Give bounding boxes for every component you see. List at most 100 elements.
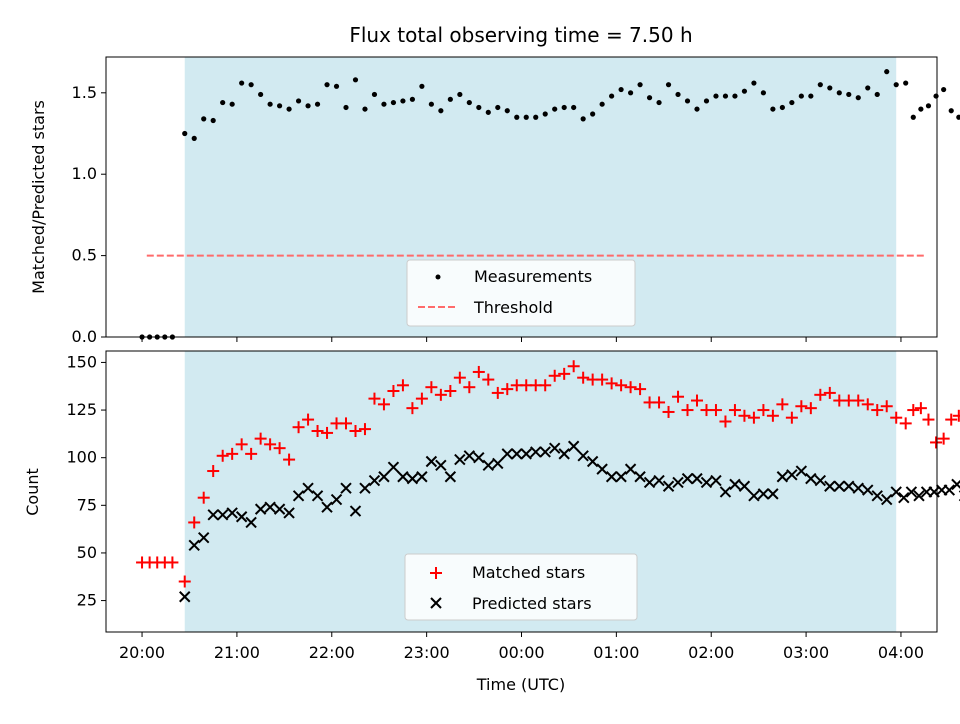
measurement-point [911,115,916,120]
measurement-point [637,82,642,87]
predicted-star-point [952,479,960,489]
measurement-point [211,118,216,123]
x-tick-label: 00:00 [498,643,544,662]
measurement-point [324,82,329,87]
measurement-point [315,102,320,107]
measurement-point [600,102,605,107]
measurement-point [742,89,747,94]
measurement-point [941,87,946,92]
top-y-ticks: 0.0 0.5 1.0 1.5 [72,83,106,346]
measurement-point [353,77,358,82]
x-tick-label: 20:00 [119,643,165,662]
measurement-point [590,111,595,116]
measurement-point [438,108,443,113]
legend-measurements-label: Measurements [474,267,592,286]
measurement-point [305,103,310,108]
measurement-point [933,93,938,98]
measurement-point [884,69,889,74]
measurement-point [723,93,728,98]
top-y-tick-label: 1.0 [72,164,97,183]
x-tick-label: 23:00 [404,643,450,662]
top-y-tick-label: 0.0 [72,327,97,346]
measurement-point [656,100,661,105]
measurement-point [808,93,813,98]
measurement-point [277,103,282,108]
measurement-point [647,95,652,100]
x-tick-label: 02:00 [688,643,734,662]
measurement-point [362,106,367,111]
measurement-point [429,102,434,107]
measurement-point [410,97,415,102]
measurement-point [230,102,235,107]
top-legend: Measurements Threshold [407,260,635,326]
measurement-point [372,92,377,97]
legend-measurements-marker [436,275,441,280]
x-tick-label: 21:00 [214,643,260,662]
top-y-tick-label: 0.5 [72,246,97,265]
measurement-point [666,82,671,87]
measurement-point [467,100,472,105]
measurement-point [846,92,851,97]
bottom-y-tick-label: 100 [66,448,97,467]
measurement-point [827,85,832,90]
measurement-point [562,105,567,110]
measurement-point [799,93,804,98]
measurement-point [296,98,301,103]
measurement-point [571,105,576,110]
measurement-point [770,106,775,111]
measurement-point [713,93,718,98]
chart-title: Flux total observing time = 7.50 h [349,23,692,47]
measurement-point [581,116,586,121]
measurement-point [918,106,923,111]
measurement-point [249,82,254,87]
measurement-point [419,84,424,89]
bottom-y-tick-label: 75 [77,495,97,514]
measurement-point [486,110,491,115]
measurement-point [448,97,453,102]
measurement-point [675,92,680,97]
measurement-point [343,105,348,110]
measurement-point [533,115,538,120]
measurement-point [704,98,709,103]
measurement-point [400,98,405,103]
measurement-point [903,80,908,85]
measurement-point [732,93,737,98]
measurement-point [685,98,690,103]
top-x-ticks [142,337,901,342]
measurement-point [865,85,870,90]
measurement-point [495,105,500,110]
measurement-point [956,115,960,120]
top-y-axis-label: Matched/Predicted stars [29,100,48,294]
measurement-point [514,115,519,120]
measurement-point [751,80,756,85]
measurement-point [524,115,529,120]
measurement-point [628,90,633,95]
legend-predicted-label: Predicted stars [472,594,592,613]
matched-star-point [915,402,927,414]
legend-matched-label: Matched stars [472,563,585,582]
x-tick-label: 01:00 [593,643,639,662]
measurement-point [543,111,548,116]
legend-threshold-label: Threshold [473,298,553,317]
measurement-point [789,100,794,105]
top-panel: 0.0 0.5 1.0 1.5 Matched/Predicted stars Mea… [29,57,960,346]
measurement-point [220,100,225,105]
measurement-point [391,100,396,105]
measurement-point [894,82,899,87]
x-axis-label: Time (UTC) [476,675,565,694]
matched-star-point [907,404,919,416]
predicted-star-point [944,485,954,495]
measurement-point [926,103,931,108]
measurement-point [949,108,954,113]
measurement-point [619,87,624,92]
measurement-point [694,106,699,111]
x-tick-label: 03:00 [783,643,829,662]
top-y-tick-label: 1.5 [72,83,97,102]
measurement-point [182,131,187,136]
measurement-point [457,92,462,97]
bottom-y-tick-label: 25 [77,591,97,610]
measurement-point [818,82,823,87]
measurement-point [476,105,481,110]
